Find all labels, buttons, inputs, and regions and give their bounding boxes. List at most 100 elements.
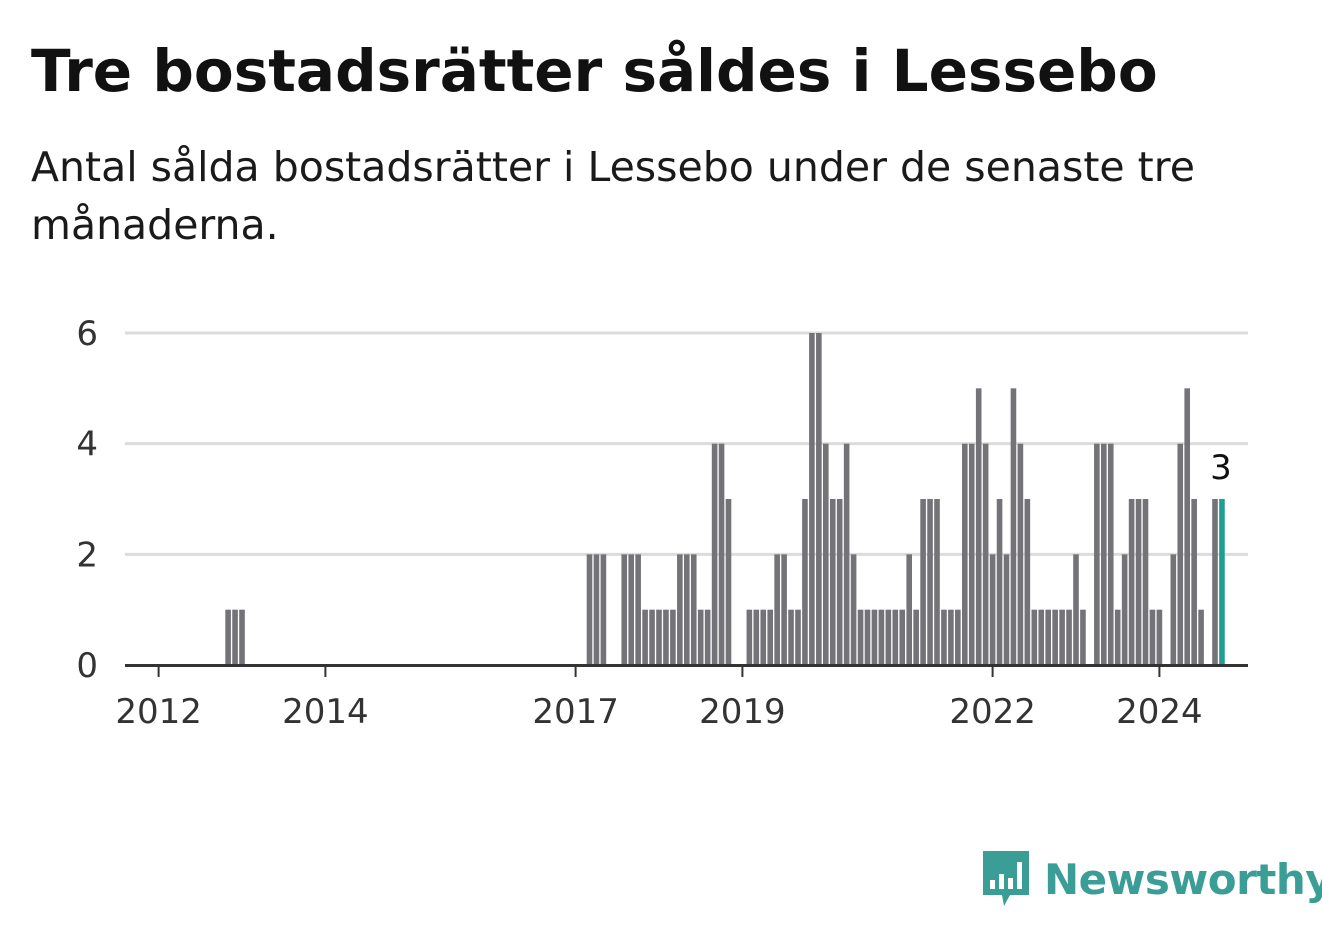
bar xyxy=(746,609,753,665)
bar xyxy=(843,443,850,665)
bar xyxy=(878,609,885,665)
bar xyxy=(906,554,912,665)
bar xyxy=(1212,499,1218,665)
bar xyxy=(850,554,857,665)
bar xyxy=(1170,554,1177,665)
y-tick-label: 2 xyxy=(76,535,98,575)
bar xyxy=(829,499,836,665)
last-value-label: 3 xyxy=(1210,448,1232,488)
bar xyxy=(1010,388,1017,665)
bar xyxy=(1128,499,1135,665)
bar xyxy=(996,499,1003,665)
brand-name: Newsworthy xyxy=(1044,854,1322,904)
x-tick-label: 2024 xyxy=(1116,692,1203,732)
x-tick-label: 2022 xyxy=(949,692,1036,732)
bar xyxy=(1045,609,1051,665)
bar-latest xyxy=(1219,499,1225,665)
x-tick-label: 2014 xyxy=(282,692,369,732)
bar xyxy=(781,554,787,665)
bar xyxy=(1184,388,1190,665)
y-tick-label: 4 xyxy=(76,425,98,465)
bar xyxy=(239,609,245,665)
bar xyxy=(795,609,801,665)
x-tick-label: 2019 xyxy=(699,692,786,732)
bar xyxy=(913,609,919,665)
bar xyxy=(1038,609,1045,665)
bar xyxy=(871,609,878,665)
bar xyxy=(697,609,704,665)
bar xyxy=(836,499,843,665)
bar xyxy=(586,554,593,665)
bar xyxy=(1017,443,1024,665)
bar xyxy=(989,554,996,665)
bar xyxy=(1156,609,1163,665)
bar xyxy=(1191,499,1197,665)
gridlines xyxy=(125,331,1248,556)
bar xyxy=(1101,443,1107,665)
bar xyxy=(649,609,655,665)
bar xyxy=(809,333,815,665)
bar xyxy=(1121,554,1128,665)
bar xyxy=(1080,609,1086,665)
x-tick-label: 2012 xyxy=(115,692,202,732)
bar xyxy=(1052,609,1058,665)
bar xyxy=(760,609,767,665)
bar xyxy=(962,443,968,665)
bar xyxy=(934,499,940,665)
bar xyxy=(1198,609,1204,665)
bar xyxy=(899,609,906,665)
bar xyxy=(1107,443,1114,665)
bar xyxy=(892,609,899,665)
bar xyxy=(1094,443,1100,665)
bar xyxy=(857,609,864,665)
bar xyxy=(1059,609,1065,665)
bar xyxy=(774,554,780,665)
bar xyxy=(1135,499,1142,665)
bar xyxy=(864,609,871,665)
bar xyxy=(975,388,982,665)
bar xyxy=(718,443,725,665)
newsworthy-logo: Newsworthy xyxy=(980,848,1322,910)
bar xyxy=(1024,499,1031,665)
bar xyxy=(225,609,231,665)
bar xyxy=(628,554,634,665)
bar xyxy=(788,609,794,665)
newsworthy-logo-icon xyxy=(983,851,1029,906)
bar xyxy=(600,554,607,665)
bar xyxy=(1003,554,1010,665)
bar xyxy=(885,609,892,665)
bar xyxy=(1114,609,1121,665)
bar xyxy=(816,333,822,665)
bar xyxy=(656,609,662,665)
bar xyxy=(711,443,718,665)
bar xyxy=(677,554,683,665)
chart-subtitle: Antal sålda bostadsrätter i Lessebo unde… xyxy=(31,143,1195,249)
bar xyxy=(725,499,732,665)
bar xyxy=(955,609,961,665)
bar xyxy=(982,443,989,665)
x-tick-label: 2017 xyxy=(532,692,619,732)
bar xyxy=(753,609,760,665)
y-axis-ticks: 0 2 4 6 xyxy=(76,314,98,686)
chart-title: Tre bostadsrätter såldes i Lessebo xyxy=(31,37,1158,105)
bar xyxy=(690,554,697,665)
bar xyxy=(684,554,690,665)
bar xyxy=(1142,499,1149,665)
bar xyxy=(621,554,628,665)
y-tick-label: 6 xyxy=(76,314,98,354)
bar xyxy=(635,554,641,665)
bar xyxy=(232,609,238,665)
bar xyxy=(593,554,600,665)
bar xyxy=(704,609,711,665)
x-axis-ticks: 2012 2014 2017 2019 2022 2024 xyxy=(115,667,1203,732)
bar xyxy=(1031,609,1038,665)
bar xyxy=(968,443,975,665)
bar xyxy=(1149,609,1156,665)
bars xyxy=(225,333,1225,665)
y-tick-label: 0 xyxy=(76,646,98,686)
bar xyxy=(823,443,829,665)
bar xyxy=(920,499,926,665)
bar xyxy=(802,499,808,665)
bar xyxy=(948,609,954,665)
